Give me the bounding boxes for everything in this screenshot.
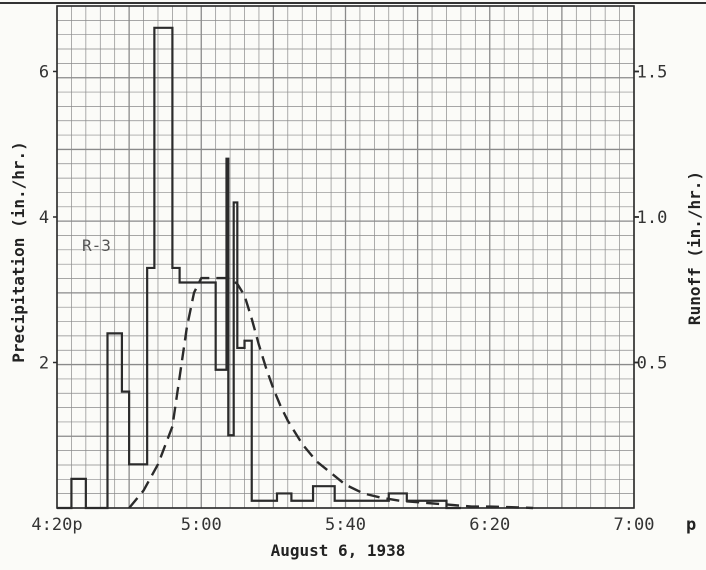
y-right-tick-label: 1.0 — [637, 208, 668, 228]
precipitation-step-series — [57, 26, 461, 510]
y-right-axis-title: Runoff (in./hr.) — [685, 171, 704, 325]
x-axis-unit-suffix: p — [686, 515, 696, 535]
y-left-tick-label: 2 — [39, 353, 49, 373]
x-tick-label: 5:40 — [325, 515, 366, 535]
grid — [56, 5, 635, 509]
y-left-axis-title: Precipitation (in./hr.) — [9, 141, 28, 363]
y-left-tick-label: 6 — [39, 62, 49, 82]
ticks: 4:20p 5:00 5:40 6:20 7:00 2 4 6 0.5 1.0 1.5 — [31, 62, 667, 535]
x-tick-label: 7:00 — [614, 515, 655, 535]
x-tick-label: 5:00 — [181, 515, 222, 535]
plot-frame — [56, 5, 635, 509]
series-layer — [57, 26, 534, 510]
y-left-tick-label: 4 — [39, 208, 49, 228]
x-axis-title: August 6, 1938 — [271, 541, 406, 560]
annotation-r3: R-3 — [82, 236, 111, 255]
labels: Precipitation (in./hr.) Runoff (in./hr.)… — [9, 141, 704, 560]
y-right-tick-label: 0.5 — [637, 353, 668, 373]
y-right-tick-label: 1.5 — [637, 62, 668, 82]
x-tick-label: 6:20 — [469, 515, 510, 535]
x-tick-label: 4:20p — [31, 515, 82, 535]
